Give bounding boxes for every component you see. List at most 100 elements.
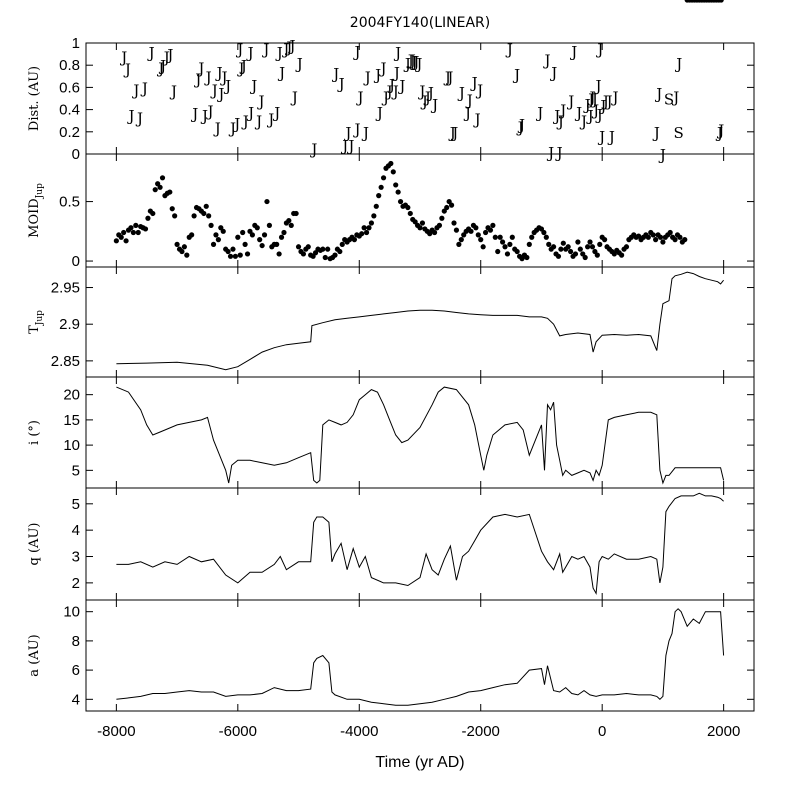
data-point [390, 169, 396, 175]
encounter-mark: J [190, 105, 198, 123]
y-tick-label: 3 [72, 549, 80, 566]
encounter-mark: J [463, 104, 471, 122]
encounter-mark: J [579, 113, 587, 131]
encounter-mark: J [417, 83, 425, 101]
encounter-mark: J [165, 46, 173, 64]
data-point [249, 232, 255, 238]
data-point [130, 229, 136, 236]
data-point [264, 198, 270, 205]
data-point [276, 251, 282, 257]
data-point [453, 227, 460, 233]
encounter-mark: J [387, 76, 395, 94]
y-axis-label-main: a (AU) [27, 634, 42, 676]
encounter-mark: J [715, 124, 723, 142]
encounter-mark: J [543, 52, 551, 70]
encounter-mark: J [716, 122, 724, 140]
encounter-mark: J [406, 52, 414, 70]
data-point [492, 234, 498, 240]
encounter-mark: J [611, 88, 619, 106]
data-point [227, 253, 234, 259]
data-point [436, 222, 443, 228]
data-point [128, 225, 134, 231]
encounter-mark: J [287, 37, 295, 55]
encounter-mark: J [591, 102, 599, 120]
data-point [288, 222, 294, 228]
data-point [157, 184, 163, 190]
encounter-mark: J [239, 57, 247, 75]
data-point [351, 237, 358, 243]
data-point [240, 229, 246, 236]
data-point [293, 210, 299, 217]
data-point [405, 204, 411, 211]
data-point [526, 241, 532, 247]
y-axis-label-6: a (AU) [27, 634, 42, 676]
x-tick-label: -8000 [97, 723, 135, 740]
data-point [677, 234, 683, 240]
encounter-mark: J [574, 104, 582, 122]
data-point [475, 232, 481, 238]
panel-2: 0 0.5 MOIDJup [27, 0, 755, 270]
panel-3: 2.85 2.9 2.95 TJup [27, 266, 755, 378]
panel-5-frame [85, 487, 755, 601]
data-point [487, 227, 494, 233]
data-point [220, 228, 226, 234]
encounter-mark: J [393, 44, 401, 62]
y-tick-label: 10 [63, 604, 80, 621]
data-point [118, 234, 124, 240]
y-tick-label: 2.85 [51, 353, 80, 370]
data-point [672, 237, 678, 243]
data-point [225, 248, 231, 255]
data-point [546, 241, 552, 247]
data-point [444, 204, 450, 211]
x-axis-label: Time (yr AD) [375, 754, 464, 771]
encounter-mark: J [135, 109, 143, 127]
encounter-mark: J [140, 79, 148, 97]
data-point [230, 246, 236, 252]
data-point [645, 234, 651, 240]
data-point [431, 229, 438, 236]
data-point [159, 175, 166, 181]
y-axis-label-main: T [27, 325, 42, 334]
data-point [366, 225, 372, 231]
encounter-mark: J [546, 144, 554, 162]
data-point [142, 226, 149, 232]
data-point [660, 239, 666, 245]
data-point [380, 175, 387, 181]
encounter-mark: J [346, 137, 354, 155]
encounter-mark: J [281, 41, 289, 59]
data-point [490, 222, 496, 228]
data-point [174, 241, 180, 247]
data-point [191, 213, 197, 219]
encounter-mark: J [674, 55, 682, 73]
data-point [602, 237, 608, 243]
data-point [181, 244, 187, 250]
y-axis-label-sub: Jup [35, 310, 45, 326]
encounter-mark: J [443, 68, 451, 86]
data-point [577, 246, 583, 252]
encounter-mark: J [652, 124, 660, 142]
data-point [363, 229, 370, 236]
encounter-mark: J [246, 44, 254, 62]
data-point [524, 254, 530, 261]
data-point [473, 225, 479, 231]
y-tick-label: 0 [72, 253, 80, 270]
encounter-mark: J [277, 64, 285, 82]
data-point [558, 246, 564, 252]
encounter-mark: J [119, 48, 127, 66]
data-point [551, 244, 557, 250]
encounter-mark: J [587, 88, 595, 106]
y-tick-label: 0.4 [59, 102, 80, 119]
encounter-mark: J [595, 106, 603, 124]
data-point [417, 225, 423, 231]
encounter-mark: J [254, 113, 262, 131]
encounter-mark: J [549, 64, 557, 82]
data-point [232, 253, 238, 259]
data-point [305, 244, 311, 250]
encounter-mark: J [340, 137, 348, 155]
encounter-mark: J [246, 104, 254, 122]
data-point [480, 244, 486, 250]
encounter-mark: J [156, 59, 164, 77]
encounter-mark: J [414, 55, 422, 73]
data-point [113, 238, 119, 244]
